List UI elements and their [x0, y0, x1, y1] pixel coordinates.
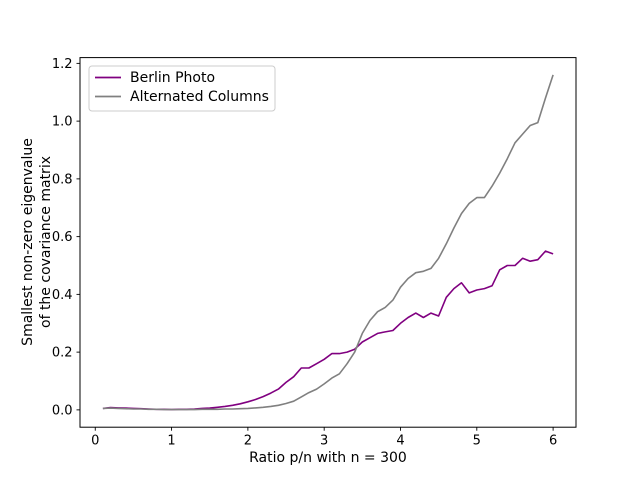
series-line-alternated-columns: [102, 74, 554, 411]
legend-label-berlin-photo: Berlin Photo: [130, 70, 215, 86]
axes-frame: [79, 57, 577, 428]
y-tick-label: 0.6: [52, 230, 73, 245]
x-axis-title: Ratio p/n with n = 300: [249, 450, 407, 466]
y-tick-label: 0.8: [52, 172, 73, 187]
y-tick-label: 1.0: [52, 115, 73, 130]
x-tick-label: 3: [320, 434, 328, 449]
x-tick-label: 0: [91, 434, 99, 449]
x-tick-label: 1: [167, 434, 175, 449]
series-line-berlin-photo: [102, 250, 554, 411]
legend-box: [88, 65, 276, 112]
x-tick-label: 2: [244, 434, 252, 449]
legend: Berlin Photo Alternated Columns: [88, 65, 276, 112]
plot-area: 0 1 2 3 4 5 6 0.0 0.2 0.4 0.6 0.8 1.0 1.2: [52, 57, 577, 449]
x-tick-label: 5: [473, 434, 481, 449]
y-axis-title-line1: Smallest non-zero eigenvalue: [20, 138, 36, 346]
y-tick-label: 0.2: [52, 346, 73, 361]
x-tick-label: 4: [396, 434, 404, 449]
y-tick-label: 1.2: [52, 57, 73, 72]
x-tick-label: 6: [549, 434, 557, 449]
legend-label-alternated-columns: Alternated Columns: [130, 89, 269, 105]
y-axis-title-line2: of the covariance matrix: [38, 156, 54, 328]
y-tick-label: 0.4: [52, 288, 73, 303]
y-tick-label: 0.0: [52, 403, 73, 418]
